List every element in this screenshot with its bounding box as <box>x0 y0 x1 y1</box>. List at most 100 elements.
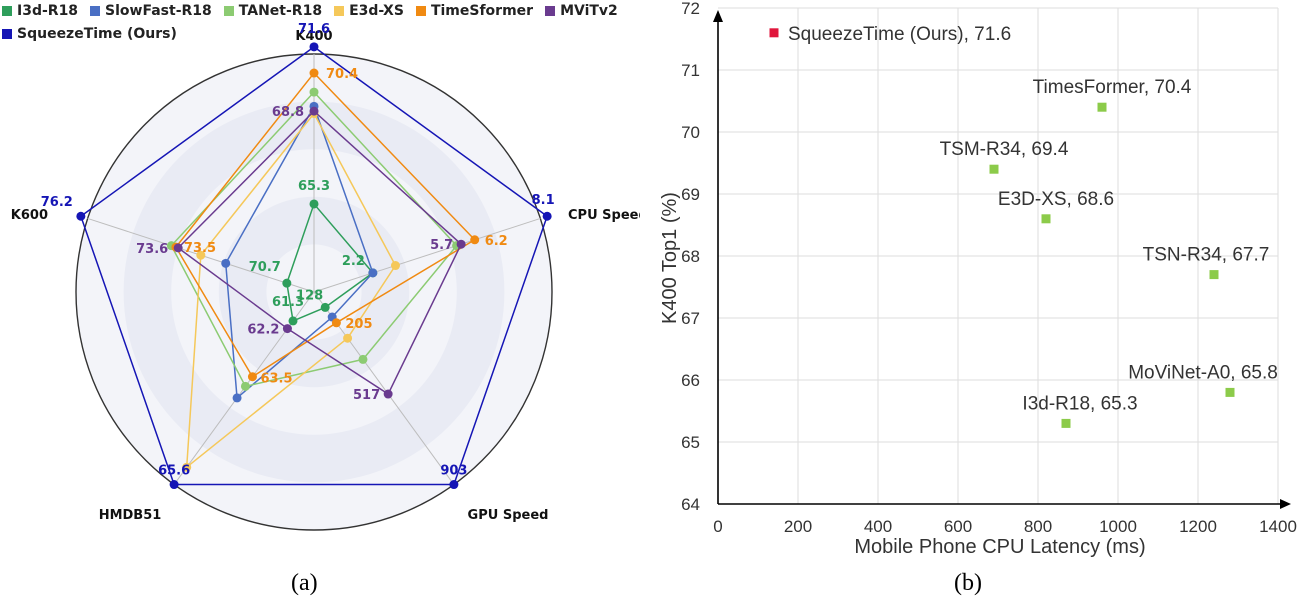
point-label-e3d-xs: E3D-XS, 68.6 <box>998 189 1114 210</box>
y-axis-arrow <box>713 10 723 22</box>
x-tick-label: 800 <box>1024 517 1052 536</box>
legend-swatch <box>223 6 234 16</box>
y-tick-label: 70 <box>681 123 700 142</box>
x-tick-label: 600 <box>944 517 972 536</box>
x-tick-label: 400 <box>864 517 892 536</box>
legend-item-squeezetime-ours: SqueezeTime (Ours) <box>2 23 177 45</box>
legend-label: SlowFast-R18 <box>105 3 212 19</box>
point-e3d-xs <box>1041 214 1051 224</box>
legend-item-mvitv2: MViTv2 <box>545 0 618 22</box>
data-label-i3d-r18-cpu-speed: 2.2 <box>342 254 365 269</box>
legend-swatch <box>545 6 556 16</box>
point-mvitv2-gpu-speed <box>383 389 393 399</box>
point-timesformer-hmdb51 <box>247 372 257 382</box>
point-squeezetime-ours-cpu-speed <box>542 211 552 221</box>
point-slowfast-r18-cpu-speed <box>368 268 378 278</box>
legend-item-timesformer: TimeSformer <box>415 0 534 22</box>
y-tick-label: 64 <box>681 495 700 514</box>
point-i3d-r18-hmdb51 <box>288 316 298 326</box>
point-timesformer <box>1097 102 1107 112</box>
point-tanet-r18-k400 <box>309 87 319 97</box>
data-label-squeezetime-ours-cpu-speed: 8.1 <box>532 193 555 208</box>
legend-label: MViTv2 <box>560 3 618 19</box>
point-tanet-r18-gpu-speed <box>358 354 368 364</box>
series-line-slowfast-r18 <box>224 105 374 399</box>
data-label-timesformer-k600: 73.5 <box>184 241 216 256</box>
point-timesformer-gpu-speed <box>331 318 341 328</box>
data-label-squeezetime-ours-k400: 71.6 <box>298 22 330 37</box>
series-line-mvitv2 <box>177 110 462 395</box>
point-label-i3d-r18: I3d-R18, 65.3 <box>1022 393 1137 414</box>
point-label-squeezetime-ours: SqueezeTime (Ours), 71.6 <box>788 24 1011 45</box>
x-tick-label: 1000 <box>1099 517 1137 536</box>
data-label-mvitv2-k600: 73.6 <box>136 242 168 257</box>
point-e3d-xs-hmdb51 <box>182 462 192 472</box>
legend-item-tanet-r18: TANet-R18 <box>223 0 323 22</box>
axis-label-gpu-speed: GPU Speed <box>468 508 549 523</box>
x-tick-label: 1400 <box>1259 517 1297 536</box>
data-label-i3d-r18-k400: 65.3 <box>298 179 330 194</box>
y-tick-label: 66 <box>681 371 700 390</box>
axis-label-hmdb51: HMDB51 <box>99 508 162 523</box>
data-label-i3d-r18-k600: 70.7 <box>249 260 281 275</box>
point-i3d-r18-k400 <box>309 199 319 209</box>
y-tick-label: 71 <box>681 61 700 80</box>
point-squeezetime-ours-k400 <box>309 42 319 52</box>
legend-swatch <box>2 29 12 39</box>
point-label-tsn-r34: TSN-R34, 67.7 <box>1143 245 1270 266</box>
point-tsm-r34 <box>989 164 999 174</box>
point-timesformer-k400 <box>309 68 319 78</box>
series-line-e3d-xs <box>185 112 397 468</box>
point-tsn-r34 <box>1209 270 1219 280</box>
axis-label-cpu-speed: CPU Speed <box>568 208 640 223</box>
data-label-squeezetime-ours-k600: 76.2 <box>41 195 73 210</box>
legend-label: TimeSformer <box>430 3 534 19</box>
point-label-timesformer: TimesFormer, 70.4 <box>1033 77 1192 98</box>
point-e3d-xs-gpu-speed <box>343 333 353 343</box>
data-label-timesformer-k400: 70.4 <box>326 67 358 82</box>
data-label-timesformer-hmdb51: 63.5 <box>260 372 292 387</box>
point-e3d-xs-cpu-speed <box>390 261 400 271</box>
point-squeezetime-ours-k600 <box>76 211 86 221</box>
point-squeezetime-ours-hmdb51 <box>169 480 179 490</box>
legend-label: E3d-XS <box>349 3 404 19</box>
y-tick-label: 69 <box>681 185 700 204</box>
y-tick-label: 65 <box>681 433 700 452</box>
point-mvitv2-hmdb51 <box>282 324 292 334</box>
point-mvitv2-cpu-speed <box>456 239 466 249</box>
data-label-squeezetime-ours-hmdb51: 65.6 <box>158 464 190 479</box>
point-e3d-xs-k600 <box>196 250 206 260</box>
point-label-movinet-a0: MoViNet-A0, 65.8 <box>1128 362 1278 383</box>
point-label-tsm-r34: TSM-R34, 69.4 <box>940 139 1069 160</box>
series-line-timesformer <box>175 72 476 378</box>
x-axis-arrow <box>1280 499 1291 509</box>
legend-swatch <box>415 6 426 16</box>
legend-item-i3d-r18: I3d-R18 <box>2 0 78 22</box>
data-label-timesformer-cpu-speed: 6.2 <box>485 234 508 249</box>
y-tick-label: 72 <box>681 0 700 18</box>
legend-label: SqueezeTime (Ours) <box>17 26 177 42</box>
data-label-mvitv2-k400: 68.8 <box>272 105 304 120</box>
legend-item-e3d-xs: E3d-XS <box>334 0 404 22</box>
data-label-mvitv2-gpu-speed: 517 <box>353 388 380 403</box>
data-label-squeezetime-ours-gpu-speed: 903 <box>440 464 467 479</box>
series-line-squeezetime-ours <box>80 46 548 486</box>
point-i3d-r18-k600 <box>282 278 292 288</box>
data-label-mvitv2-cpu-speed: 5.7 <box>430 238 453 253</box>
legend-label: I3d-R18 <box>17 3 79 19</box>
data-label-i3d-r18-hmdb51: 61.3 <box>272 295 304 310</box>
y-tick-label: 67 <box>681 309 700 328</box>
x-tick-label: 200 <box>784 517 812 536</box>
data-label-timesformer-gpu-speed: 205 <box>345 317 372 332</box>
legend-swatch <box>90 6 101 16</box>
point-squeezetime-ours <box>769 28 779 38</box>
series-line-i3d-r18 <box>286 203 374 322</box>
legend-label: TANet-R18 <box>238 3 323 19</box>
point-i3d-r18-gpu-speed <box>320 302 330 312</box>
legend-item-slowfast-r18: SlowFast-R18 <box>90 0 212 22</box>
point-tanet-r18-hmdb51 <box>240 381 250 391</box>
caption-b: (b) <box>954 570 982 596</box>
y-tick-label: 68 <box>681 247 700 266</box>
point-slowfast-r18-k600 <box>221 258 231 268</box>
axis-label-k600: K600 <box>11 208 48 223</box>
